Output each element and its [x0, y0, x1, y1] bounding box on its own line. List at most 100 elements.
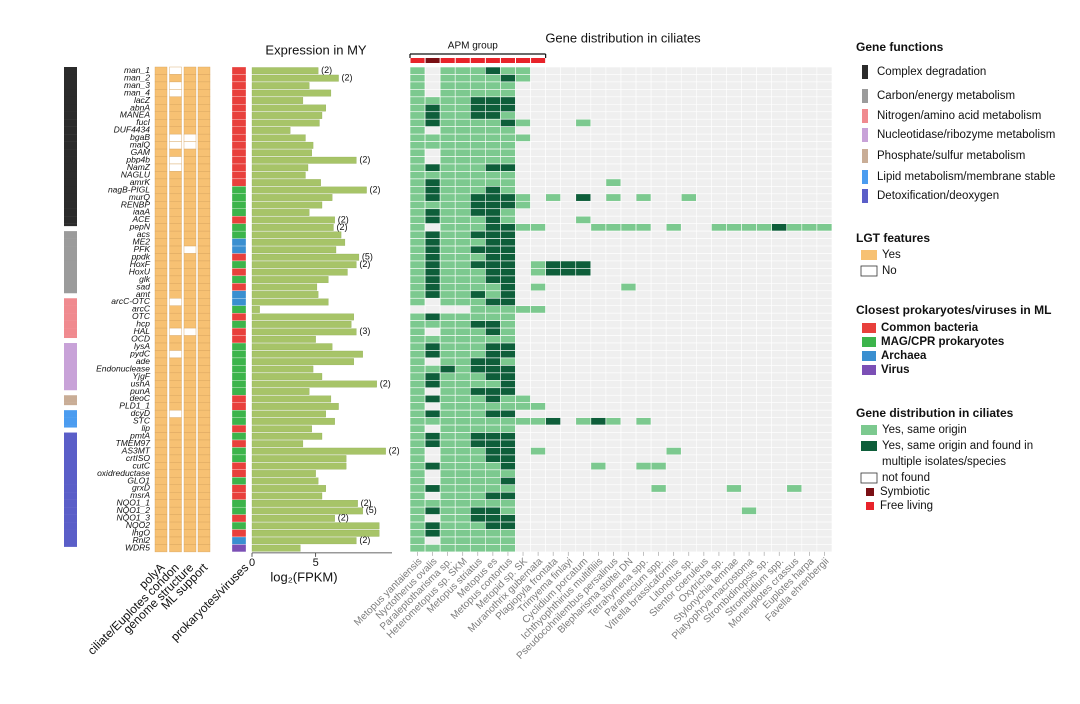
heat-cell: [680, 462, 697, 471]
heat-cell: [786, 350, 803, 359]
lgt-cell: [183, 544, 197, 553]
heat-cell: [590, 253, 607, 262]
lgt-cell: [169, 380, 182, 388]
heat-cell: [605, 499, 622, 508]
heat-cell: [696, 104, 712, 113]
lgt-cell: [197, 81, 211, 90]
heat-cell: [485, 462, 501, 471]
heat-cell: [545, 394, 562, 403]
heat-cell: [711, 476, 727, 486]
heat-cell: [665, 208, 682, 217]
heat-cell: [590, 245, 607, 254]
heat-cell: [454, 521, 471, 530]
heat-cell: [590, 111, 607, 120]
heat-cell: [454, 506, 471, 515]
heat-cell: [469, 290, 486, 299]
heat-cell: [756, 409, 772, 418]
heat-cell: [696, 439, 712, 448]
heat-cell: [620, 521, 637, 530]
heat-cell: [590, 200, 607, 210]
heat-cell: [605, 469, 622, 478]
heat-cell: [485, 141, 501, 150]
heat-cell: [680, 335, 697, 344]
heat-cell: [620, 200, 637, 210]
heat-cell: [816, 111, 833, 120]
heat-cell: [756, 320, 772, 329]
heat-cell: [801, 454, 818, 463]
heat-cell: [635, 491, 652, 500]
heat-cell: [454, 402, 471, 411]
heat-cell: [711, 365, 727, 374]
heat-cell: [560, 74, 577, 83]
lgt-cell: [154, 178, 168, 187]
heat-cell: [620, 178, 637, 187]
closest-cell: [231, 462, 247, 470]
lgt-cell: [154, 380, 168, 388]
heat-cell: [696, 514, 712, 523]
heat-cell: [590, 118, 607, 127]
lgt-cell: [154, 454, 168, 463]
heat-cell: [741, 476, 757, 486]
heat-cell: [454, 89, 471, 98]
bar: [251, 238, 346, 246]
gene-label: STC: [133, 416, 151, 426]
heat-cell: [786, 215, 803, 224]
bar: [251, 209, 310, 216]
heat-cell: [439, 81, 456, 90]
heat-cell: [650, 260, 667, 269]
heat-cell: [454, 215, 471, 224]
gene-label: Rnl2: [133, 535, 151, 545]
heat-cell: [665, 141, 682, 150]
bar: [251, 388, 310, 395]
legend-label: Virus: [881, 364, 910, 376]
heat-cell: [771, 476, 788, 486]
lgt-cell: [154, 96, 168, 105]
heat-cell: [801, 536, 818, 545]
heat-cell: [620, 469, 637, 478]
lgt-cell: [154, 462, 168, 471]
heat-cell: [454, 186, 471, 195]
bar: [251, 89, 332, 97]
heat-cell: [771, 238, 788, 247]
heat-cell: [756, 462, 772, 471]
heat-cell: [816, 424, 833, 433]
heat-cell: [515, 238, 531, 247]
heat-cell: [469, 372, 486, 381]
heat-cell: [409, 402, 426, 411]
heat-cell: [665, 506, 682, 515]
gene-label: man_1: [124, 65, 150, 75]
heat-cell: [575, 126, 592, 135]
lgt-cell: [197, 454, 211, 463]
heat-cell: [605, 104, 622, 113]
lgt-cell: [197, 245, 211, 254]
heat-cell: [530, 186, 546, 195]
heat-cell: [469, 350, 486, 359]
heat-cell: [575, 506, 592, 515]
heat-cell: [786, 469, 803, 478]
heat-cell: [439, 529, 456, 538]
heat-cell: [485, 163, 501, 172]
heat-cell: [560, 81, 577, 90]
lgt-cell: [154, 193, 168, 202]
heat-cell: [469, 104, 486, 113]
closest-cell: [231, 544, 247, 553]
lgt-cell: [154, 350, 168, 359]
heat-cell: [500, 156, 516, 165]
heat-cell: [801, 89, 818, 98]
legend-swatch: [866, 502, 874, 510]
heat-cell: [635, 89, 652, 98]
legend-swatch: [862, 365, 876, 375]
heat-cell: [771, 417, 788, 426]
heat-cell: [665, 394, 682, 403]
heat-cell: [454, 454, 471, 463]
heat-cell: [801, 223, 818, 232]
lgt-cell: [197, 312, 211, 321]
heat-cell: [424, 536, 441, 545]
closest-cell: [231, 454, 247, 463]
bar: [251, 194, 333, 201]
heat-cell: [469, 394, 486, 403]
heat-cell: [635, 200, 652, 210]
heat-cell: [816, 365, 833, 374]
heat-cell: [605, 365, 622, 374]
heat-cell: [726, 544, 742, 553]
